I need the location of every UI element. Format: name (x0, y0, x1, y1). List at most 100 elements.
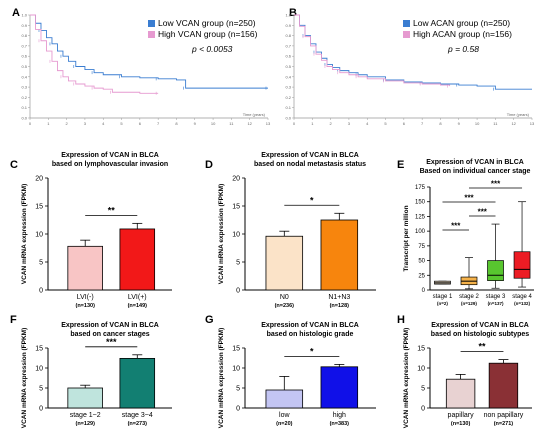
chart-subtitle: based on lymphovascular invasion (52, 161, 168, 168)
significance-label: *** (491, 180, 501, 189)
y-tick-label: 5 (236, 386, 240, 393)
y-tick-label: 15 (417, 346, 425, 353)
y-tick-label: 15 (232, 204, 240, 211)
x-tick-label: 8 (175, 121, 178, 126)
sample-size-label: (n=130) (451, 421, 471, 427)
y-tick-label: 0.4 (285, 74, 291, 79)
bar (265, 389, 304, 409)
y-axis-title: VCAN mRNA expression (FPKM) (21, 184, 28, 285)
sample-size-label: (n=271) (494, 421, 514, 427)
x-tick-label: 1 (311, 121, 314, 126)
y-tick-label: 0.1 (21, 105, 27, 110)
x-tick-label: LVI(-) (77, 294, 94, 301)
panel-label: E (397, 159, 404, 171)
y-tick-label: 0.8 (285, 33, 291, 38)
y-tick-label: 75 (418, 244, 425, 250)
sample-size-label: (n=129) (461, 301, 477, 306)
p-value-annotation: p = 0.58 (447, 44, 479, 54)
legend-label: Low ACAN group (n=250) (413, 18, 510, 28)
significance-label: *** (464, 194, 474, 203)
x-tick-label: 2 (329, 121, 332, 126)
x-tick-label: non papillary (484, 412, 524, 419)
x-tick-label: 7 (157, 121, 160, 126)
chart-title: Expression of VCAN in BLCA (426, 159, 524, 166)
chart-subtitle: Based on individual cancer stage (420, 168, 531, 175)
y-tick-label: 15 (232, 346, 240, 353)
x-tick-label: 4 (102, 121, 105, 126)
x-tick-label: 9 (194, 121, 197, 126)
bar (119, 357, 156, 409)
y-tick-label: 5 (39, 386, 43, 393)
x-tick-label: stage 3 (486, 294, 506, 300)
significance-label: * (310, 346, 314, 356)
x-tick-label: stage 4 (512, 294, 532, 300)
sample-size-label: (n=132) (514, 301, 530, 306)
y-tick-label: 0 (39, 288, 43, 295)
y-tick-label: 0.6 (285, 54, 291, 59)
y-tick-label: 0 (39, 406, 43, 413)
sample-size-label: (n=129) (75, 421, 95, 427)
y-tick-label: 0.2 (285, 95, 291, 100)
significance-label: *** (478, 208, 488, 217)
sample-size-label: (n=130) (75, 303, 95, 309)
legend-swatch (148, 20, 155, 27)
y-tick-label: 15 (35, 204, 43, 211)
x-tick-label: 11 (493, 121, 498, 126)
chart-title: Expression of VCAN in BLCA (261, 152, 359, 159)
chart-title: Expression of VCAN in BLCA (61, 322, 159, 329)
bar (320, 219, 359, 291)
x-tick-label: stage 3~4 (122, 412, 153, 419)
y-tick-label: 10 (417, 366, 425, 373)
y-tick-label: 125 (415, 214, 426, 220)
y-tick-label: 25 (418, 273, 425, 279)
y-axis-title: Transcript per million (403, 205, 410, 271)
y-axis-title: VCAN mRNA expression (FPKM) (218, 328, 225, 429)
chart-title: Expression of VCAN in BLCA (61, 152, 159, 159)
x-tick-label: LVI(+) (128, 294, 147, 301)
significance-label: ** (479, 342, 487, 352)
legend-swatch (403, 31, 410, 38)
panel-label: D (205, 159, 213, 171)
box-panel-e: E Expression of VCAN in BLCA Based on indi… (397, 159, 534, 306)
sample-size-label: (n=2) (437, 301, 448, 306)
y-tick-label: 20 (232, 176, 240, 183)
significance-label: *** (106, 337, 117, 347)
chart-title: Expression of VCAN in BLCA (261, 322, 359, 329)
y-tick-label: 0.9 (285, 23, 291, 28)
x-tick-label: 12 (247, 121, 252, 126)
chart-subtitle: based on histologic subtypes (431, 331, 530, 338)
x-tick-label: 7 (421, 121, 424, 126)
km-panel-a: A0.00.10.20.30.40.50.60.70.80.91.00 1 2 3 4 5… (12, 7, 271, 126)
bar (67, 245, 103, 291)
panel-label: G (205, 314, 214, 326)
y-tick-label: 150 (415, 200, 426, 206)
legend-swatch (148, 31, 155, 38)
x-tick-label: low (279, 412, 290, 419)
y-tick-label: 0.5 (285, 64, 291, 69)
panel-label: F (10, 314, 17, 326)
x-tick-label: 0 (293, 121, 296, 126)
x-tick-label: stage 1 (433, 294, 453, 300)
bar (67, 387, 103, 409)
x-tick-label: 5 (384, 121, 387, 126)
x-tick-label: 10 (211, 121, 216, 126)
bar-panel-d: D Expression of VCAN in BLCA based on noda… (205, 152, 376, 309)
sample-size-label: (n=273) (128, 421, 148, 427)
y-tick-label: 1.0 (285, 13, 291, 18)
y-tick-label: 15 (35, 346, 43, 353)
legend-label: Low VCAN group (n=250) (158, 18, 256, 28)
bar-panel-c: C Expression of VCAN in BLCA based on lymp… (10, 152, 172, 309)
survival-curve-low (30, 14, 268, 89)
x-tick-label: 3 (84, 121, 87, 126)
y-axis-title: VCAN mRNA expression (FPKM) (403, 328, 410, 429)
chart-title: Expression of VCAN in BLCA (431, 322, 529, 329)
box (513, 251, 531, 279)
y-axis-title: VCAN mRNA expression (FPKM) (21, 328, 28, 429)
x-tick-label: 9 (458, 121, 461, 126)
x-tick-label: high (333, 412, 346, 419)
significance-label: ** (108, 205, 116, 215)
x-tick-label: 13 (266, 121, 271, 126)
x-tick-label: papillary (448, 412, 475, 419)
x-tick-label: 3 (348, 121, 351, 126)
y-tick-label: 100 (415, 229, 426, 235)
